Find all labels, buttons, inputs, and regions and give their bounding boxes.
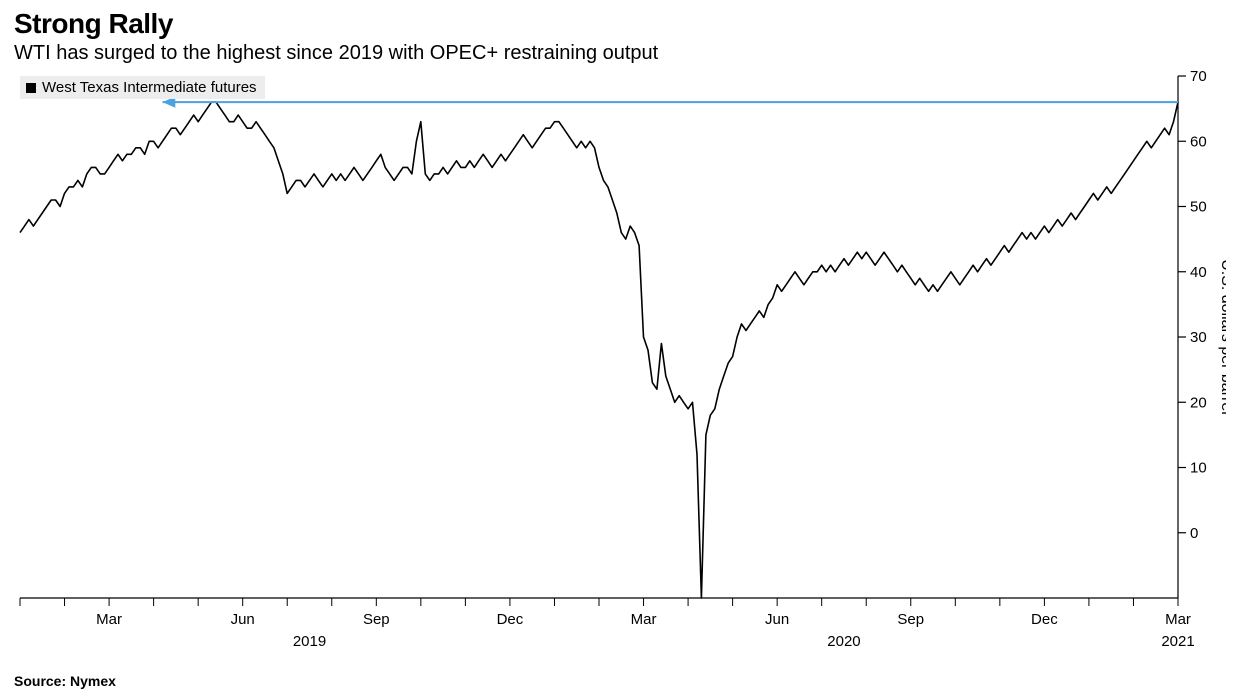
svg-text:40: 40 xyxy=(1190,264,1207,281)
legend-swatch xyxy=(26,83,36,93)
svg-text:50: 50 xyxy=(1190,199,1207,216)
svg-text:30: 30 xyxy=(1190,329,1207,346)
svg-text:60: 60 xyxy=(1190,133,1207,150)
svg-text:Mar: Mar xyxy=(96,611,122,628)
chart-container: Strong Rally WTI has surged to the highe… xyxy=(0,0,1240,697)
svg-text:2021: 2021 xyxy=(1161,633,1194,650)
svg-text:0: 0 xyxy=(1190,525,1198,542)
legend-label: West Texas Intermediate futures xyxy=(42,79,257,96)
svg-text:Sep: Sep xyxy=(363,611,390,628)
legend: West Texas Intermediate futures xyxy=(20,76,265,99)
svg-text:Mar: Mar xyxy=(631,611,657,628)
svg-text:Dec: Dec xyxy=(497,611,524,628)
svg-text:10: 10 xyxy=(1190,460,1207,477)
line-chart-svg: 0 10 20 30 40 50 60 70 U.S. dollars per barrel Ma… xyxy=(14,68,1226,663)
chart-subtitle: WTI has surged to the highest since 2019… xyxy=(14,42,1226,65)
svg-text:U.S. dollars per barrel: U.S. dollars per barrel xyxy=(1218,259,1226,415)
svg-text:20: 20 xyxy=(1190,394,1207,411)
svg-text:2020: 2020 xyxy=(827,633,860,650)
svg-text:2019: 2019 xyxy=(293,633,326,650)
svg-text:Jun: Jun xyxy=(765,611,789,628)
chart-plot-area: 0 10 20 30 40 50 60 70 U.S. dollars per barrel Ma… xyxy=(14,68,1226,663)
svg-text:70: 70 xyxy=(1190,68,1207,85)
svg-text:Jun: Jun xyxy=(231,611,255,628)
source-label: Source: Nymex xyxy=(14,673,116,689)
svg-text:Dec: Dec xyxy=(1031,611,1058,628)
svg-text:Sep: Sep xyxy=(897,611,924,628)
svg-text:Mar: Mar xyxy=(1165,611,1191,628)
chart-title: Strong Rally xyxy=(14,8,1226,40)
